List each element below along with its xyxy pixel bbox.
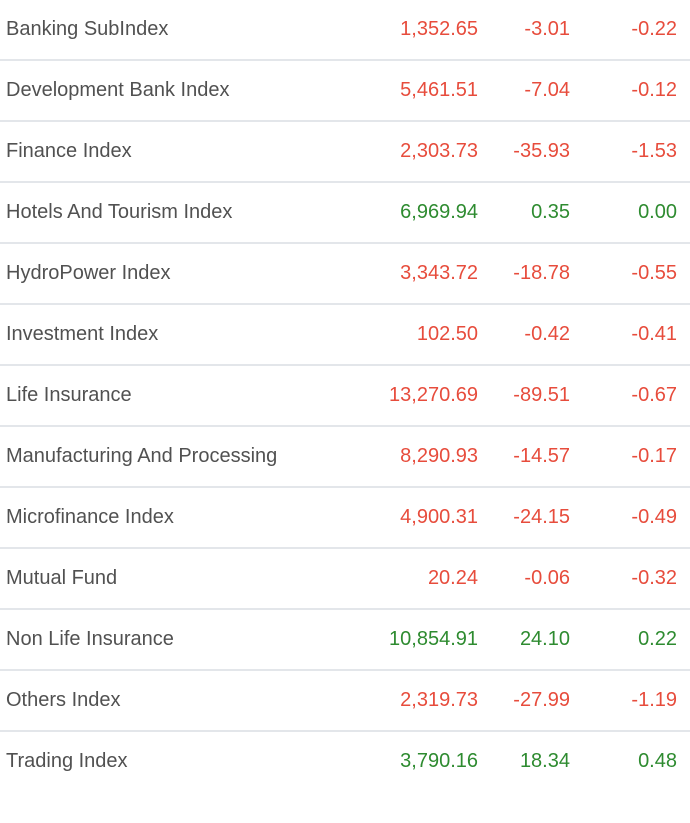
index-percent-change: -0.67 bbox=[631, 384, 677, 406]
index-name: Finance Index bbox=[6, 140, 132, 162]
table-row: Trading Index 3,790.16 18.34 0.48 bbox=[0, 732, 690, 791]
index-percent-change: -0.22 bbox=[631, 18, 677, 40]
index-value: 3,790.16 bbox=[400, 750, 478, 772]
index-value: 2,303.73 bbox=[400, 140, 478, 162]
index-percent-change: -0.12 bbox=[631, 79, 677, 101]
table-row: Finance Index 2,303.73 -35.93 -1.53 bbox=[0, 122, 690, 183]
table-row: Non Life Insurance 10,854.91 24.10 0.22 bbox=[0, 610, 690, 671]
index-change: -14.57 bbox=[513, 445, 570, 467]
index-name: Life Insurance bbox=[6, 384, 132, 406]
table-row: Life Insurance 13,270.69 -89.51 -0.67 bbox=[0, 366, 690, 427]
index-percent-change: 0.48 bbox=[638, 750, 677, 772]
index-value: 3,343.72 bbox=[400, 262, 478, 284]
index-change: -35.93 bbox=[513, 140, 570, 162]
index-change: 24.10 bbox=[519, 628, 570, 650]
index-name: Mutual Fund bbox=[6, 567, 118, 589]
index-name: Microfinance Index bbox=[6, 506, 174, 528]
index-percent-change: -0.17 bbox=[631, 445, 677, 467]
index-value: 10,854.91 bbox=[389, 628, 478, 650]
table-row: Banking SubIndex 1,352.65 -3.01 -0.22 bbox=[0, 0, 690, 61]
table-row: Microfinance Index 4,900.31 -24.15 -0.49 bbox=[0, 488, 690, 549]
table-row: Others Index 2,319.73 -27.99 -1.19 bbox=[0, 671, 690, 732]
index-change: -18.78 bbox=[513, 262, 570, 284]
index-percent-change: -0.49 bbox=[631, 506, 677, 528]
index-change: -7.04 bbox=[524, 79, 570, 101]
market-sub-indices-table: Banking SubIndex 1,352.65 -3.01 -0.22 De… bbox=[0, 0, 690, 791]
index-change: -27.99 bbox=[513, 689, 570, 711]
index-name: Banking SubIndex bbox=[6, 18, 169, 40]
index-name: Non Life Insurance bbox=[6, 628, 174, 650]
index-name: Hotels And Tourism Index bbox=[6, 201, 233, 223]
index-value: 2,319.73 bbox=[400, 689, 478, 711]
index-value: 20.24 bbox=[427, 567, 478, 589]
index-value: 102.50 bbox=[416, 323, 478, 345]
index-change: -89.51 bbox=[513, 384, 570, 406]
index-change: 18.34 bbox=[519, 750, 570, 772]
index-name: Others Index bbox=[6, 689, 121, 711]
index-value: 5,461.51 bbox=[400, 79, 478, 101]
index-percent-change: 0.00 bbox=[638, 201, 677, 223]
index-name: Investment Index bbox=[6, 323, 159, 345]
table-row: HydroPower Index 3,343.72 -18.78 -0.55 bbox=[0, 244, 690, 305]
index-name: Development Bank Index bbox=[6, 79, 230, 101]
index-change: -0.06 bbox=[524, 567, 570, 589]
index-percent-change: 0.22 bbox=[638, 628, 677, 650]
table-row: Investment Index 102.50 -0.42 -0.41 bbox=[0, 305, 690, 366]
index-value: 13,270.69 bbox=[389, 384, 478, 406]
index-value: 4,900.31 bbox=[400, 506, 478, 528]
index-value: 1,352.65 bbox=[400, 18, 478, 40]
index-name: HydroPower Index bbox=[6, 262, 171, 284]
table-row: Manufacturing And Processing 8,290.93 -1… bbox=[0, 427, 690, 488]
index-name: Manufacturing And Processing bbox=[6, 445, 278, 467]
index-percent-change: -1.53 bbox=[631, 140, 677, 162]
table-row: Mutual Fund 20.24 -0.06 -0.32 bbox=[0, 549, 690, 610]
index-percent-change: -1.19 bbox=[631, 689, 677, 711]
index-percent-change: -0.41 bbox=[631, 323, 677, 345]
table-row: Hotels And Tourism Index 6,969.94 0.35 0… bbox=[0, 183, 690, 244]
index-change: -0.42 bbox=[524, 323, 570, 345]
table-row: Development Bank Index 5,461.51 -7.04 -0… bbox=[0, 61, 690, 122]
index-value: 6,969.94 bbox=[400, 201, 478, 223]
index-percent-change: -0.55 bbox=[631, 262, 677, 284]
index-change: 0.35 bbox=[531, 201, 570, 223]
index-percent-change: -0.32 bbox=[631, 567, 677, 589]
index-value: 8,290.93 bbox=[400, 445, 478, 467]
index-name: Trading Index bbox=[6, 750, 128, 772]
index-change: -3.01 bbox=[524, 18, 570, 40]
index-change: -24.15 bbox=[513, 506, 570, 528]
